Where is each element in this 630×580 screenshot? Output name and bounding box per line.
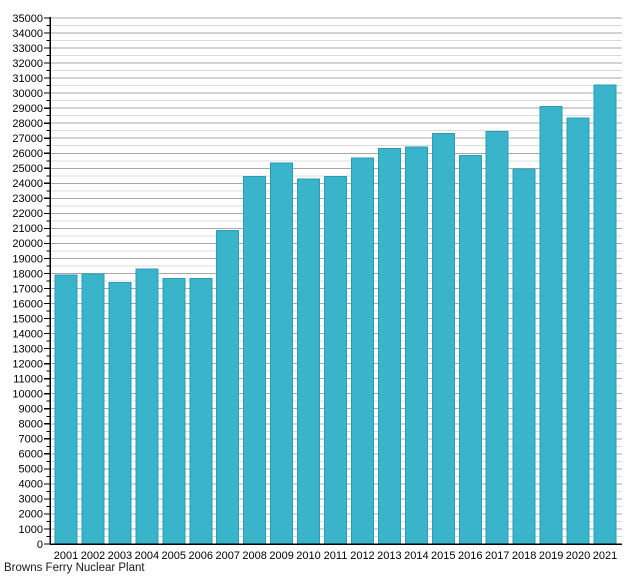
y-tick-label: 3000 — [19, 494, 43, 506]
bar-2002 — [81, 273, 105, 545]
y-tick-label: 23000 — [12, 193, 43, 205]
y-tick-label: 8000 — [19, 419, 43, 431]
x-tick-label: 2001 — [54, 550, 78, 562]
y-tick-label: 9000 — [19, 404, 43, 416]
bar-2018 — [512, 168, 536, 545]
x-tick-label: 2002 — [81, 550, 105, 562]
x-tick-label: 2006 — [189, 550, 213, 562]
x-tick-label: 2005 — [162, 550, 186, 562]
y-tick-label: 2000 — [19, 509, 43, 521]
y-tick-label: 18000 — [12, 268, 43, 280]
y-tick-label: 7000 — [19, 434, 43, 446]
chart-caption: Browns Ferry Nuclear Plant — [4, 562, 145, 574]
x-tick-label: 2019 — [539, 550, 563, 562]
y-tick-label: 12000 — [12, 358, 43, 370]
bar-2009 — [270, 162, 294, 545]
y-tick-label: 16000 — [12, 298, 43, 310]
x-tick-label: 2020 — [566, 550, 590, 562]
bar-2015 — [431, 133, 455, 545]
y-tick-label: 31000 — [12, 73, 43, 85]
y-tick-label: 4000 — [19, 479, 43, 491]
x-tick-label: 2009 — [269, 550, 293, 562]
y-tick-label: 17000 — [12, 283, 43, 295]
x-tick-label: 2015 — [431, 550, 455, 562]
y-tick-label: 35000 — [12, 13, 43, 25]
bar-2010 — [297, 178, 320, 545]
x-tick-label: 2010 — [296, 550, 320, 562]
y-tick-label: 5000 — [19, 464, 43, 476]
y-tick-label: 24000 — [12, 178, 43, 190]
bar-2016 — [458, 155, 482, 545]
bar-2008 — [243, 176, 267, 545]
y-tick-label: 30000 — [12, 88, 43, 100]
y-tick-label: 25000 — [12, 163, 43, 175]
bar-2011 — [324, 176, 347, 545]
y-tick-label: 22000 — [12, 208, 43, 220]
x-tick-label: 2008 — [242, 550, 266, 562]
y-tick-label: 33000 — [12, 43, 43, 55]
y-tick-label: 14000 — [12, 328, 43, 340]
x-tick-label: 2003 — [108, 550, 132, 562]
y-tick-label: 0 — [37, 539, 43, 551]
bar-2021 — [593, 84, 617, 545]
x-tick-label: 2013 — [377, 550, 401, 562]
y-tick-label: 13000 — [12, 343, 43, 355]
x-tick-label: 2011 — [324, 550, 348, 562]
x-tick-label: 2021 — [593, 550, 617, 562]
y-tick-label: 27000 — [12, 133, 43, 145]
x-tick-label: 2007 — [215, 550, 239, 562]
x-tick-label: 2018 — [512, 550, 536, 562]
bar-2001 — [54, 274, 78, 545]
bar-2020 — [566, 117, 590, 545]
x-tick-label: 2004 — [135, 550, 159, 562]
bar-2019 — [539, 106, 563, 545]
bar-2004 — [135, 268, 159, 545]
y-tick-label: 1000 — [19, 524, 43, 536]
y-tick-label: 32000 — [12, 58, 43, 70]
bar-2014 — [404, 146, 428, 545]
bar-2012 — [350, 157, 374, 545]
x-tick-label: 2016 — [458, 550, 482, 562]
y-tick-label: 34000 — [12, 28, 43, 40]
y-tick-label: 20000 — [12, 238, 43, 250]
x-tick-label: 2017 — [485, 550, 509, 562]
y-tick-label: 29000 — [12, 103, 43, 115]
bar-2006 — [189, 278, 213, 545]
x-tick-label: 2014 — [404, 550, 428, 562]
bar-2007 — [216, 230, 240, 545]
bar-2013 — [377, 148, 401, 545]
y-tick-label: 28000 — [12, 118, 43, 130]
y-tick-label: 21000 — [12, 223, 43, 235]
y-tick-label: 11000 — [13, 373, 43, 385]
y-tick-label: 19000 — [12, 253, 43, 265]
y-tick-label: 6000 — [19, 449, 43, 461]
x-tick-label: 2012 — [350, 550, 374, 562]
bar-2017 — [485, 131, 509, 545]
y-tick-label: 10000 — [12, 389, 43, 401]
y-tick-label: 15000 — [12, 313, 43, 325]
y-tick-label: 26000 — [12, 148, 43, 160]
bar-2003 — [108, 282, 132, 545]
bar-2005 — [162, 278, 186, 545]
